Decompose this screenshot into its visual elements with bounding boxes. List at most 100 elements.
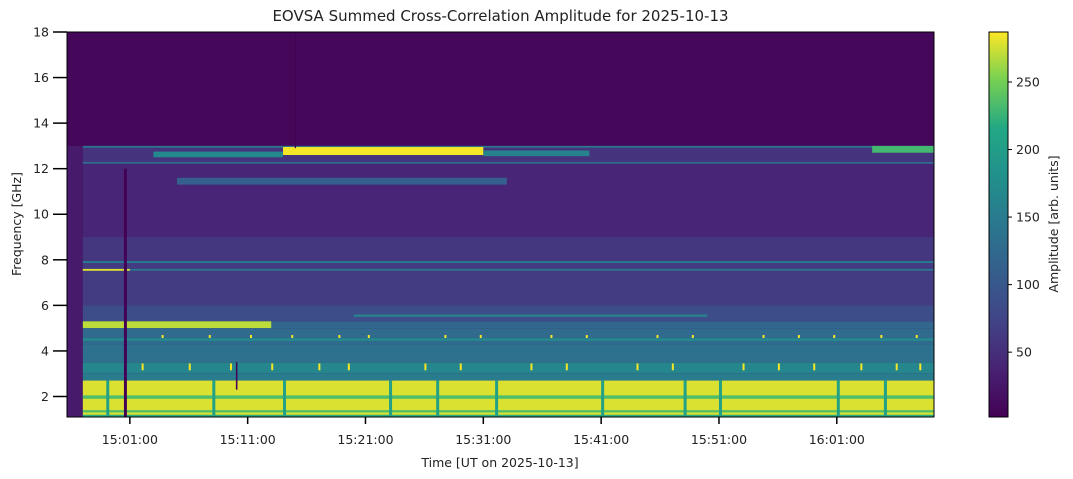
heatmap-speckle — [367, 334, 370, 338]
heatmap-region-line-7.55-early — [67, 268, 130, 271]
x-tick-label: 15:31:00 — [455, 432, 511, 447]
colorbar-tick-label: 200 — [1016, 142, 1040, 157]
heatmap-region-left-strip — [67, 145, 83, 417]
heatmap-stripe — [495, 380, 499, 417]
colorbar — [988, 31, 1009, 418]
heatmap-speckle — [550, 334, 553, 338]
heatmap-speckle — [585, 334, 588, 338]
x-tick-label: 15:41:00 — [573, 432, 629, 447]
heatmap-stripe — [283, 380, 287, 417]
heatmap-region-line-7.9 — [82, 261, 934, 263]
heatmap-speckle — [188, 363, 191, 371]
y-tick-label: 8 — [41, 252, 49, 267]
heatmap-speckle — [915, 334, 918, 338]
heatmap-region-dropout-15:10 — [235, 362, 238, 390]
heatmap-region-emission-late — [483, 150, 590, 157]
heatmap-speckle — [833, 334, 836, 338]
heatmap-region-line-4.5 — [82, 338, 934, 341]
chart-title: EOVSA Summed Cross-Correlation Amplitude… — [272, 7, 729, 25]
plot-frame — [66, 31, 935, 418]
heatmap-speckle — [141, 363, 144, 371]
heatmap-speckle — [813, 363, 816, 371]
heatmap-speckle — [249, 334, 252, 338]
heatmap-stripe — [106, 380, 110, 417]
heatmap-stripe — [389, 380, 393, 417]
heatmap-region-low-line-1.15 — [82, 414, 934, 417]
heatmap-speckle — [691, 334, 694, 338]
heatmap-stripe — [436, 380, 440, 417]
heatmap-speckle — [636, 363, 639, 371]
heatmap-speckle — [860, 363, 863, 371]
heatmap-speckle — [161, 334, 164, 338]
colorbar-tick-label: 100 — [1016, 277, 1040, 292]
heatmap-speckle — [565, 363, 568, 371]
heatmap-speckle — [318, 363, 321, 371]
heatmap-speckle — [797, 334, 800, 338]
heatmap-speckle — [880, 334, 883, 338]
heatmap-region-dropout-15:15 — [294, 32, 296, 149]
heatmap-region-band-6-8 — [82, 259, 934, 306]
heatmap-speckle — [208, 334, 211, 338]
x-axis: 15:01:00 15:11:00 15:21:00 15:31:00 15:41:00… — [102, 417, 865, 447]
colorbar-label: Amplitude [arb. units] — [1046, 155, 1061, 292]
heatmap-speckle — [762, 334, 765, 338]
heatmap-region-line-12.3 — [82, 161, 934, 164]
heatmap-speckle — [291, 334, 294, 338]
x-tick-label: 15:21:00 — [337, 432, 393, 447]
x-tick-label: 15:01:00 — [102, 432, 158, 447]
x-axis-label: Time [UT on 2025-10-13] — [420, 455, 578, 470]
heatmap-speckle — [742, 363, 745, 371]
heatmap-region-band-5.0-5.3 — [82, 321, 934, 329]
heatmap-region-line-12.95 — [82, 145, 934, 148]
heatmap-stripe — [212, 380, 216, 417]
heatmap-region-line-5.55 — [353, 314, 708, 317]
heatmap-speckle — [347, 363, 350, 371]
heatmap-speckle — [777, 363, 780, 371]
heatmap-speckle — [424, 363, 427, 371]
y-tick-label: 10 — [33, 207, 49, 222]
heatmap-stripe — [683, 380, 687, 417]
y-tick-label: 4 — [41, 343, 49, 358]
heatmap-speckle — [671, 363, 674, 371]
heatmap-speckle — [919, 363, 922, 371]
heatmap-speckle — [479, 334, 482, 338]
heatmap-region-emission-end — [872, 145, 934, 153]
heatmap-speckle — [338, 334, 341, 338]
colorbar-tick-label: 250 — [1016, 74, 1040, 89]
x-tick-label: 16:01:00 — [809, 432, 865, 447]
heatmap-region-band-2.7-3.0 — [82, 373, 934, 381]
heatmap-stripe — [883, 380, 887, 417]
heatmap-speckle — [459, 363, 462, 371]
y-tick-label: 14 — [33, 116, 49, 131]
heatmap-speckle — [895, 363, 898, 371]
heatmap-region-band-5.3-6 — [82, 305, 934, 322]
y-tick-label: 18 — [33, 25, 49, 40]
heatmap-region-emission-early — [153, 151, 284, 158]
heatmap-region-dropout-15:00 — [123, 168, 127, 417]
heatmap-region-band-11.4 — [176, 177, 507, 185]
heatmap-region-low-line-2.0 — [82, 395, 934, 399]
y-tick-label: 16 — [33, 70, 49, 85]
colorbar-axis: 50 100 150 200 250 — [1008, 74, 1040, 360]
colorbar-tick-label: 150 — [1016, 210, 1040, 225]
x-tick-label: 15:51:00 — [691, 432, 747, 447]
y-axis-label: Frequency [GHz] — [9, 172, 24, 276]
heatmap-speckle — [939, 335, 941, 338]
heatmap-stripe — [718, 380, 722, 417]
heatmap-region-line-7.55 — [82, 268, 934, 271]
heatmap-region-band-3.0-3.5 — [82, 362, 934, 374]
heatmap-speckle — [530, 363, 533, 371]
heatmap-cells — [67, 32, 941, 417]
heatmap-speckle — [444, 334, 447, 338]
heatmap-speckle — [271, 363, 274, 371]
heatmap-region-emission-peak — [283, 147, 484, 156]
heatmap-stripe — [836, 380, 840, 417]
y-axis: 2 4 6 8 10 12 14 16 18 — [33, 25, 67, 404]
y-tick-label: 12 — [33, 161, 49, 176]
colorbar-tick-label: 50 — [1016, 345, 1032, 360]
y-tick-label: 2 — [41, 389, 49, 404]
heatmap-stripe — [601, 380, 605, 417]
heatmap-region-band-8-9 — [82, 237, 934, 260]
heatmap-speckle — [656, 334, 659, 338]
